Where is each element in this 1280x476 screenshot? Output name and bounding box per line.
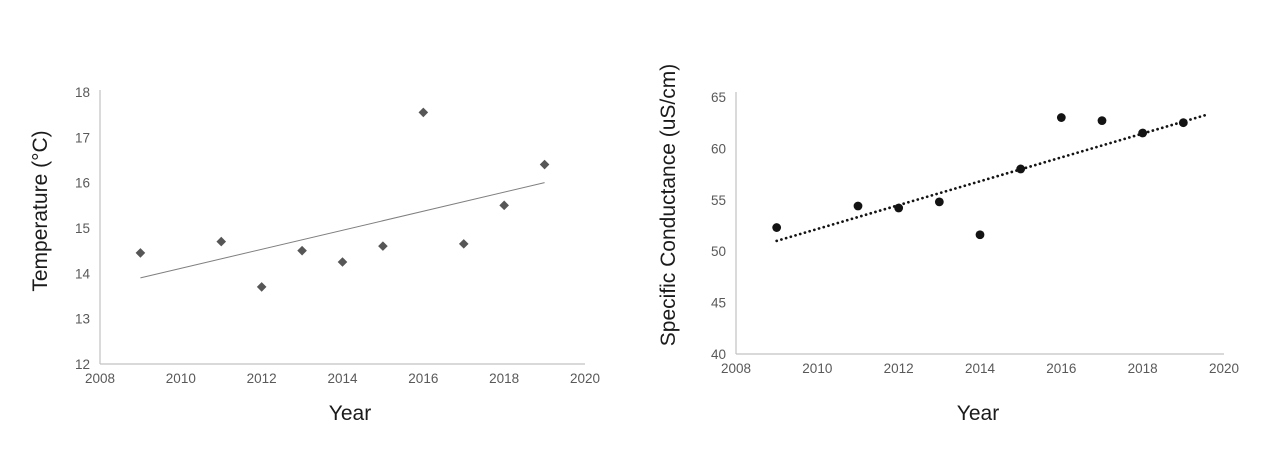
data-point-2019: [1178, 118, 1188, 128]
data-point-2009: [135, 248, 146, 258]
y-tick-label: 13: [75, 312, 90, 327]
data-point-2018: [1138, 128, 1148, 138]
x-tick-label: 2016: [408, 371, 438, 386]
temperature-chart: 2008 2010 2012 2014 2016 2018 2020 12 13 14 15 16 17…: [29, 85, 600, 425]
x-tick-label: 2014: [327, 371, 358, 386]
y-tick-label: 65: [711, 90, 726, 105]
data-point-2018: [499, 200, 509, 211]
x-tick-label: 2016: [1046, 361, 1076, 376]
conductance-chart: 2008 2010 2012 2014 2016 2018 2020 40 45 50 55 60 65…: [640, 0, 1280, 476]
data-point-2012: [256, 282, 267, 292]
conductance-x-axis-title: Year: [956, 402, 1000, 425]
x-tick-label: 2018: [1128, 361, 1158, 376]
temperature-plot-canvas: 2008 2010 2012 2014 2016 2018 2020 12 13 14 15 16 17…: [75, 85, 600, 386]
data-point-2019: [539, 159, 550, 170]
x-tick-label: 2010: [166, 371, 196, 386]
data-point-2016: [1056, 113, 1066, 122]
y-tick-label: 50: [711, 244, 726, 259]
y-tick-label: 40: [711, 347, 726, 362]
y-tick-label: 17: [75, 130, 90, 145]
trendline: [775, 113, 1210, 243]
data-point-2011: [216, 236, 227, 247]
data-point-2017: [458, 239, 469, 249]
conductance-plot-canvas: 2008 2010 2012 2014 2016 2018 2020 40 45 50 55 60 65: [711, 90, 1239, 376]
data-point-2016: [418, 107, 429, 118]
data-point-2014: [337, 257, 348, 267]
data-point-2015: [378, 241, 388, 251]
x-tick-label: 2012: [247, 371, 277, 386]
x-tick-label: 2008: [85, 371, 115, 386]
x-tick-label: 2010: [802, 361, 832, 376]
trendline: [140, 182, 545, 279]
x-tick-label: 2008: [721, 361, 751, 376]
temperature-y-axis-title: Temperature (°C): [29, 130, 52, 292]
x-tick-label: 2018: [489, 371, 519, 386]
data-point-2015: [1016, 164, 1026, 174]
data-point-2017: [1097, 116, 1107, 126]
x-tick-label: 2012: [884, 361, 914, 376]
y-tick-label: 18: [75, 85, 90, 100]
x-tick-label: 2020: [1209, 361, 1239, 376]
x-tick-label: 2014: [965, 361, 996, 376]
y-tick-label: 60: [711, 141, 726, 156]
data-point-2013: [934, 197, 944, 207]
y-tick-label: 45: [711, 296, 726, 311]
temperature-x-axis-title: Year: [328, 402, 372, 425]
data-point-2013: [297, 245, 307, 256]
data-point-2014: [975, 230, 985, 240]
data-point-2012: [894, 203, 904, 213]
x-tick-label: 2020: [570, 371, 600, 386]
y-tick-label: 16: [75, 176, 90, 191]
conductance-y-axis-title: Specific Conductance (uS/cm): [657, 63, 680, 347]
y-tick-label: 15: [75, 221, 90, 236]
data-point-2009: [772, 223, 782, 232]
data-point-2011: [853, 201, 863, 211]
y-tick-label: 55: [711, 193, 726, 208]
y-tick-label: 14: [75, 266, 91, 281]
y-tick-label: 12: [75, 357, 90, 372]
